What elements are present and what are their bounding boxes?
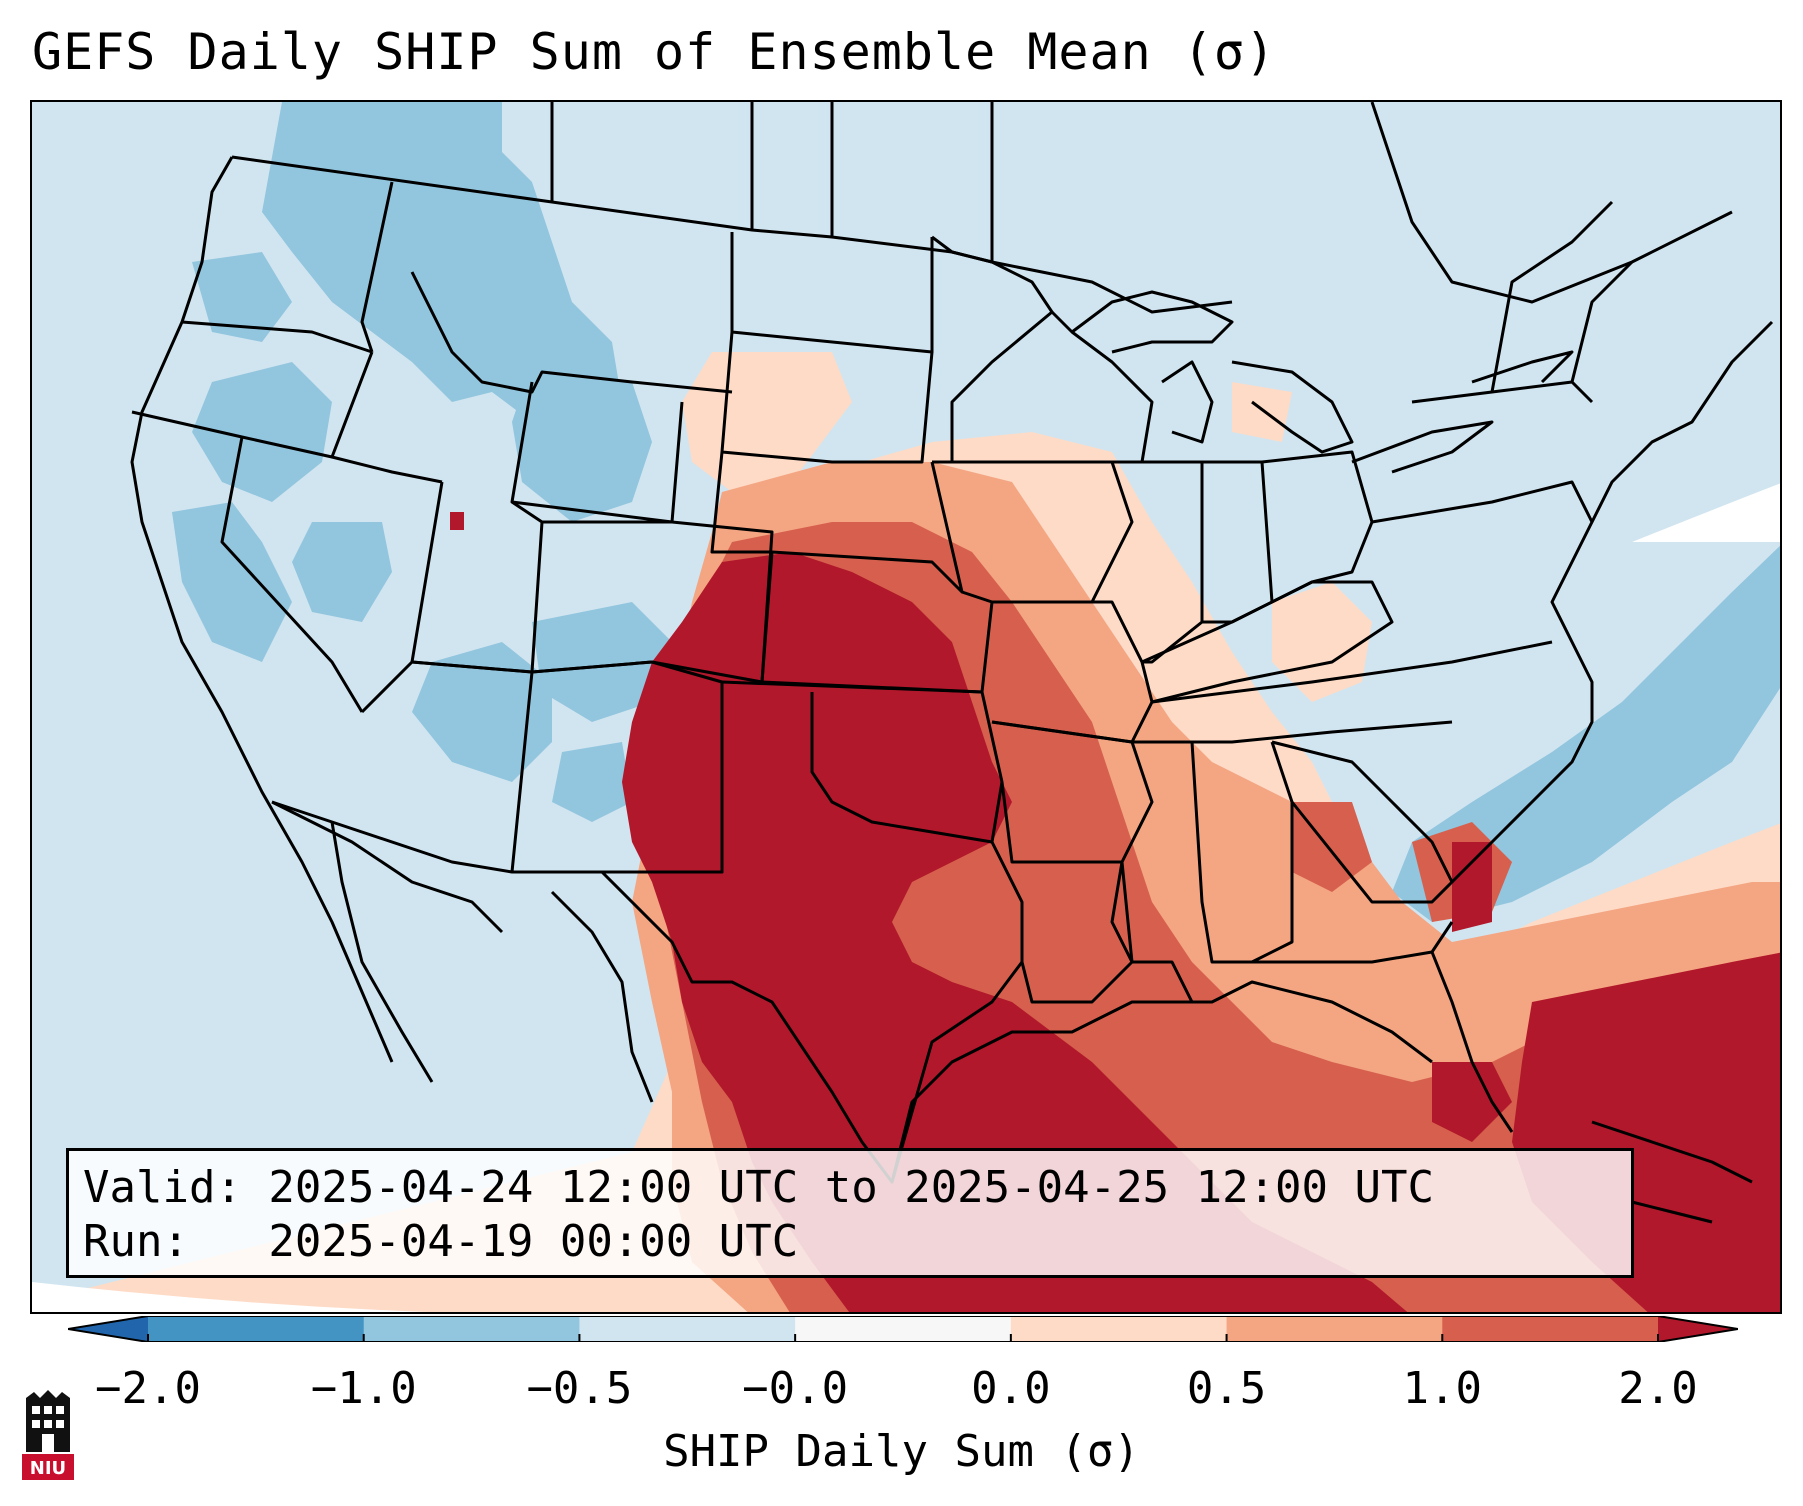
colorbar-tick-label: −0.0 xyxy=(742,1363,849,1414)
colorbar xyxy=(68,1316,1738,1342)
negative-anomaly-areas xyxy=(172,102,1780,922)
run-info-box: Valid: 2025-04-24 12:00 UTC to 2025-04-2… xyxy=(66,1148,1634,1278)
colorbar-segment xyxy=(1442,1316,1659,1342)
map-edge-mask-upper xyxy=(1632,483,1780,542)
colorbar-extend-max xyxy=(1658,1316,1738,1342)
colorbar-tick-label: 0.0 xyxy=(971,1363,1051,1414)
colorbar-tick-labels: −2.0 −1.0 −0.5 −0.0 0.0 0.5 1.0 2.0 xyxy=(0,1362,1803,1422)
map-canvas xyxy=(32,102,1780,1312)
colorbar-tick-label: −0.5 xyxy=(526,1363,633,1414)
colorbar-tick-label: −1.0 xyxy=(310,1363,417,1414)
colorbar-tick-label: 1.0 xyxy=(1402,1363,1483,1414)
colorbar-segment xyxy=(795,1316,1012,1342)
valid-time-line: Valid: 2025-04-24 12:00 UTC to 2025-04-2… xyxy=(83,1162,1435,1213)
colorbar-tick-label: 2.0 xyxy=(1618,1363,1698,1414)
logo-text: NIU xyxy=(30,1458,66,1479)
colorbar-tick-label: 0.5 xyxy=(1186,1363,1267,1414)
map-edge-mask xyxy=(32,1282,427,1312)
state-borders xyxy=(130,102,1774,1224)
colorbar-segment xyxy=(363,1316,580,1342)
colorbar-segment xyxy=(1226,1316,1443,1342)
colorbar-extend-min xyxy=(68,1316,148,1342)
colorbar-segment xyxy=(1010,1316,1228,1342)
niu-logo: NIU xyxy=(22,1390,74,1480)
colorbar-label: SHIP Daily Sum (σ) xyxy=(663,1426,1140,1477)
run-time-line: Run: 2025-04-19 00:00 UTC xyxy=(83,1216,799,1267)
colorbar-segment xyxy=(148,1316,365,1342)
colorbar-segment xyxy=(579,1316,796,1342)
colorbar-tick-label: −2.0 xyxy=(95,1363,201,1414)
map-frame xyxy=(30,100,1782,1314)
chart-title: GEFS Daily SHIP Sum of Ensemble Mean (σ) xyxy=(32,23,1277,81)
